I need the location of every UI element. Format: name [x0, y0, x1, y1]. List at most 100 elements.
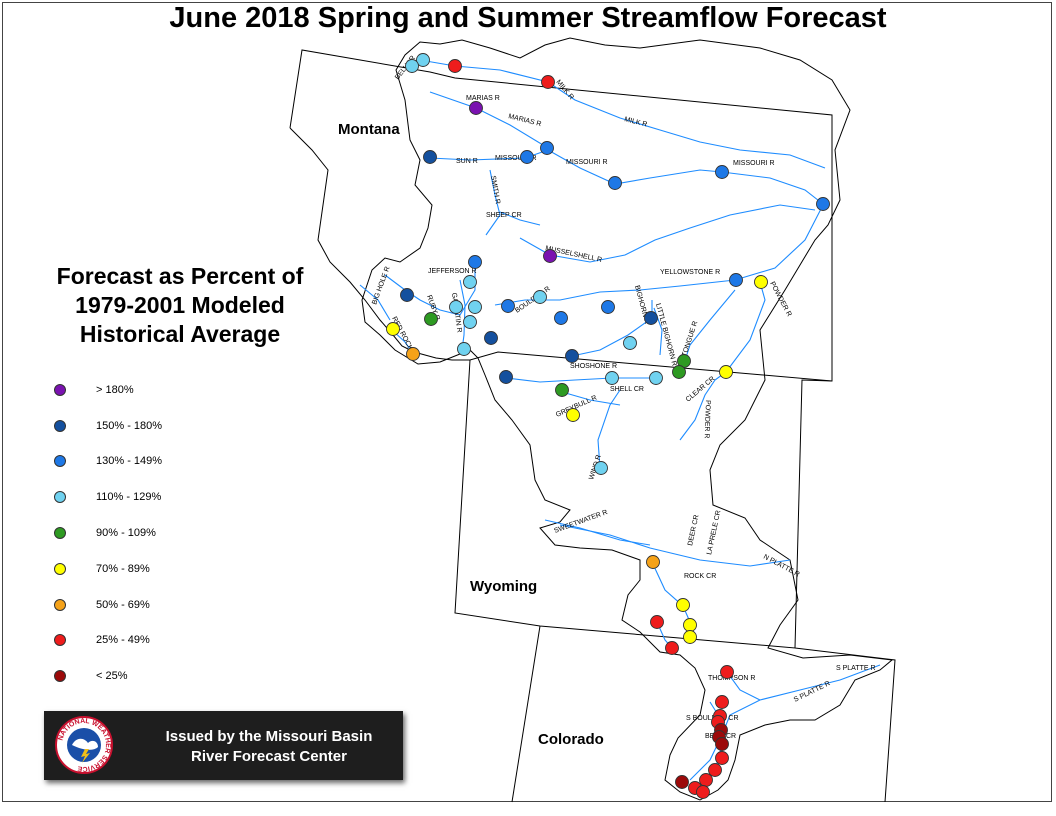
- forecast-point[interactable]: [708, 763, 722, 777]
- river-label: MARIAS R: [466, 95, 500, 102]
- forecast-point[interactable]: [594, 461, 608, 475]
- forecast-point[interactable]: [644, 311, 658, 325]
- river-label: THOMPSON R: [708, 675, 755, 682]
- forecast-point[interactable]: [715, 695, 729, 709]
- river-label: SHOSHONE R: [570, 363, 617, 370]
- forecast-point[interactable]: [672, 365, 686, 379]
- river-label: MARIAS R: [508, 113, 543, 128]
- forecast-point[interactable]: [400, 288, 414, 302]
- forecast-point[interactable]: [520, 150, 534, 164]
- legend-item: 150% - 180%: [54, 408, 162, 444]
- forecast-point[interactable]: [715, 165, 729, 179]
- river-labels: BELLY R MILK R MARIAS R MARIAS R MILK R …: [371, 55, 875, 740]
- river-label: SWEETWATER R: [553, 509, 608, 535]
- legend-swatch: [54, 491, 66, 504]
- issued-by-text: Issued by the Missouri Basin River Forec…: [144, 727, 394, 767]
- greybull-river: [561, 391, 621, 406]
- river-label: SHEEP CR: [486, 212, 522, 219]
- forecast-point[interactable]: [719, 365, 733, 379]
- forecast-point[interactable]: [555, 383, 569, 397]
- river-label: LA PRELE CR: [706, 510, 722, 556]
- basin-outline: [361, 37, 894, 801]
- forecast-point[interactable]: [484, 331, 498, 345]
- forecast-point[interactable]: [448, 59, 462, 73]
- nws-logo-icon: NATIONAL WEATHER SERVICE: [55, 716, 113, 774]
- forecast-point[interactable]: [715, 751, 729, 765]
- legend-item: 25% - 49%: [54, 623, 162, 659]
- forecast-point[interactable]: [683, 618, 697, 632]
- forecast-point[interactable]: [608, 176, 622, 190]
- legend-swatch: [54, 419, 66, 432]
- marias-river: [429, 91, 549, 149]
- river-label: DEER CR: [687, 514, 700, 546]
- legend-title-line: Historical Average: [79, 321, 281, 347]
- big-hole-river: [359, 284, 391, 321]
- forecast-point[interactable]: [649, 371, 663, 385]
- forecast-point[interactable]: [533, 290, 547, 304]
- forecast-point[interactable]: [605, 371, 619, 385]
- forecast-point[interactable]: [499, 370, 513, 384]
- forecast-point[interactable]: [457, 342, 471, 356]
- legend-swatch: [54, 598, 66, 611]
- forecast-point[interactable]: [665, 641, 679, 655]
- river-label: N PLATTE R: [762, 554, 801, 579]
- state-label-montana: Montana: [338, 121, 400, 138]
- forecast-point[interactable]: [469, 101, 483, 115]
- montana-boundary: [289, 49, 833, 382]
- forecast-point[interactable]: [646, 555, 660, 569]
- legend-item: 130% - 149%: [54, 444, 162, 480]
- legend-swatch: [54, 383, 66, 396]
- forecast-point[interactable]: [675, 775, 689, 789]
- forecast-point[interactable]: [699, 773, 713, 787]
- forecast-point[interactable]: [623, 336, 637, 350]
- forecast-point[interactable]: [543, 249, 557, 263]
- legend-label: 50% - 69%: [96, 598, 150, 611]
- forecast-point[interactable]: [468, 255, 482, 269]
- forecast-point[interactable]: [601, 300, 615, 314]
- river-label: SHELL CR: [610, 386, 644, 393]
- legend-label: 130% - 149%: [96, 455, 163, 468]
- legend-title-line: Forecast as Percent of: [56, 263, 304, 289]
- forecast-point[interactable]: [565, 349, 579, 363]
- river-label: JEFFERSON R: [428, 268, 477, 275]
- river-label: POWDER R: [703, 400, 711, 439]
- legend-label: 110% - 129%: [96, 491, 162, 504]
- forecast-point[interactable]: [406, 347, 420, 361]
- forecast-point[interactable]: [554, 311, 568, 325]
- forecast-point[interactable]: [540, 141, 554, 155]
- forecast-point[interactable]: [541, 75, 555, 89]
- forecast-point[interactable]: [720, 665, 734, 679]
- colorado-east-boundary: [794, 647, 896, 803]
- smith-river: [485, 169, 501, 236]
- forecast-point[interactable]: [696, 785, 710, 799]
- forecast-point[interactable]: [816, 197, 830, 211]
- forecast-point[interactable]: [424, 312, 438, 326]
- forecast-point[interactable]: [683, 630, 697, 644]
- legend: > 180% 150% - 180% 130% - 149% 110% - 12…: [54, 372, 162, 694]
- forecast-point[interactable]: [729, 273, 743, 287]
- river-label: MISSOURI R: [495, 155, 537, 162]
- forecast-point[interactable]: [501, 299, 515, 313]
- forecast-point[interactable]: [650, 615, 664, 629]
- forecast-point[interactable]: [405, 59, 419, 73]
- forecast-point[interactable]: [715, 737, 729, 751]
- river-network: [359, 59, 881, 791]
- legend-label: 90% - 109%: [96, 527, 156, 540]
- river-label: SMITH R: [489, 175, 501, 205]
- state-label-wyoming: Wyoming: [470, 578, 537, 595]
- forecast-point[interactable]: [449, 300, 463, 314]
- forecast-point[interactable]: [754, 275, 768, 289]
- forecast-point[interactable]: [423, 150, 437, 164]
- forecast-point[interactable]: [463, 275, 477, 289]
- forecast-point[interactable]: [468, 300, 482, 314]
- forecast-point[interactable]: [386, 322, 400, 336]
- forecast-point[interactable]: [416, 53, 430, 67]
- forecast-point[interactable]: [676, 598, 690, 612]
- powder-river-north: [725, 281, 766, 373]
- musselshell-river: [519, 204, 816, 263]
- river-label: SUN R: [456, 158, 478, 165]
- forecast-point[interactable]: [463, 315, 477, 329]
- forecast-point[interactable]: [566, 408, 580, 422]
